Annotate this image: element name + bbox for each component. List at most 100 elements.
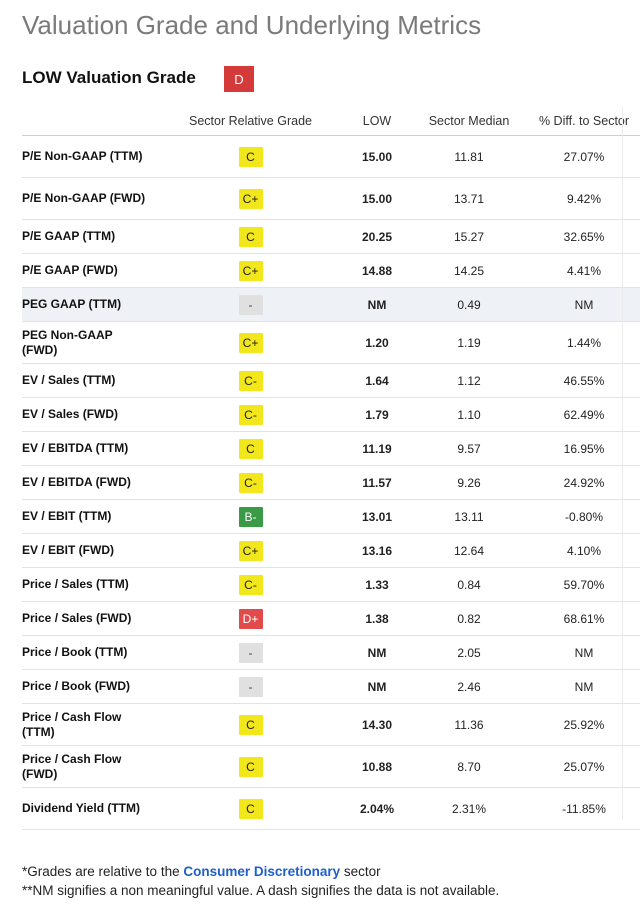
diff-to-sector-value: -0.80% <box>528 499 640 534</box>
diff-to-sector-value: 25.07% <box>528 745 640 788</box>
grade-badge: C+ <box>238 332 263 353</box>
grade-badge: C- <box>238 370 263 391</box>
grade-badge: - <box>238 676 263 697</box>
grade-badge: C <box>238 714 263 735</box>
table-row: Price / Book (TTM) - NM 2.05 NM <box>22 635 640 670</box>
sector-link[interactable]: Consumer Discretionary <box>183 864 341 879</box>
footnote-grades-prefix: *Grades are relative to the <box>22 864 184 879</box>
footnote-grades: *Grades are relative to the Consumer Dis… <box>22 862 499 881</box>
low-value: 15.00 <box>344 135 410 178</box>
diff-to-sector-value: 68.61% <box>528 601 640 636</box>
metric-name: P/E GAAP (FWD) <box>22 253 157 288</box>
grade-badge: - <box>238 294 263 315</box>
grade-cell: C- <box>157 363 344 398</box>
sector-median-value: 11.36 <box>410 703 528 746</box>
diff-to-sector-value: -11.85% <box>528 787 640 830</box>
table-row: EV / EBITDA (TTM) C 11.19 9.57 16.95% <box>22 431 640 466</box>
sector-median-value: 2.05 <box>410 635 528 670</box>
metric-name: P/E Non-GAAP (TTM) <box>22 135 157 178</box>
sector-median-value: 0.84 <box>410 567 528 602</box>
metric-name: Dividend Yield (TTM) <box>22 787 157 830</box>
sector-median-value: 14.25 <box>410 253 528 288</box>
grade-cell: C+ <box>157 253 344 288</box>
metric-name: EV / EBIT (FWD) <box>22 533 157 568</box>
low-value: 20.25 <box>344 219 410 254</box>
footnote-grades-suffix: sector <box>340 864 381 879</box>
diff-to-sector-value: 1.44% <box>528 321 640 364</box>
footnotes: *Grades are relative to the Consumer Dis… <box>22 862 499 900</box>
sector-median-value: 2.31% <box>410 787 528 830</box>
grade-cell: C- <box>157 465 344 500</box>
metric-name: EV / EBITDA (TTM) <box>22 431 157 466</box>
table-row: EV / Sales (TTM) C- 1.64 1.12 46.55% <box>22 363 640 398</box>
grade-badge: C+ <box>238 540 263 561</box>
low-value: NM <box>344 669 410 704</box>
grade-cell: C <box>157 703 344 746</box>
diff-to-sector-value: 24.92% <box>528 465 640 500</box>
sector-median-value: 0.49 <box>410 287 528 322</box>
diff-to-sector-value: 4.10% <box>528 533 640 568</box>
sector-median-value: 15.27 <box>410 219 528 254</box>
low-value: 11.19 <box>344 431 410 466</box>
metric-name: EV / EBITDA (FWD) <box>22 465 157 500</box>
metric-name: PEG Non-GAAP (FWD) <box>22 321 157 364</box>
grade-badge: D+ <box>238 608 263 629</box>
grade-badge: C+ <box>238 188 263 209</box>
table-row: EV / EBIT (FWD) C+ 13.16 12.64 4.10% <box>22 533 640 568</box>
table-header-row: Sector Relative Grade LOW Sector Median … <box>22 107 640 136</box>
low-value: 1.64 <box>344 363 410 398</box>
grade-badge: C <box>238 438 263 459</box>
low-value: 11.57 <box>344 465 410 500</box>
grade-cell: C+ <box>157 533 344 568</box>
sector-median-value: 12.64 <box>410 533 528 568</box>
grade-cell: C <box>157 787 344 830</box>
grade-badge: C- <box>238 472 263 493</box>
diff-to-sector-value: 4.41% <box>528 253 640 288</box>
grade-cell: C- <box>157 567 344 602</box>
header-sector-median: Sector Median <box>410 107 528 136</box>
metric-name: Price / Sales (FWD) <box>22 601 157 636</box>
valuation-grade-label: LOW Valuation Grade <box>22 68 196 87</box>
table-row: PEG GAAP (TTM) - NM 0.49 NM <box>22 287 640 322</box>
grade-cell: C- <box>157 397 344 432</box>
sector-median-value: 8.70 <box>410 745 528 788</box>
grade-cell: D+ <box>157 601 344 636</box>
low-value: 15.00 <box>344 177 410 220</box>
low-value: 13.01 <box>344 499 410 534</box>
diff-to-sector-value: 27.07% <box>528 135 640 178</box>
diff-to-sector-value: NM <box>528 635 640 670</box>
sector-median-value: 2.46 <box>410 669 528 704</box>
grade-badge: B- <box>238 506 263 527</box>
table-row: EV / EBIT (TTM) B- 13.01 13.11 -0.80% <box>22 499 640 534</box>
metric-name: P/E GAAP (TTM) <box>22 219 157 254</box>
grade-cell: C <box>157 135 344 178</box>
metric-name: Price / Sales (TTM) <box>22 567 157 602</box>
low-value: 1.38 <box>344 601 410 636</box>
metric-name: Price / Cash Flow (TTM) <box>22 703 157 746</box>
page-title: Valuation Grade and Underlying Metrics <box>22 10 482 40</box>
sector-median-value: 0.82 <box>410 601 528 636</box>
metric-name: EV / EBIT (TTM) <box>22 499 157 534</box>
diff-to-sector-value: NM <box>528 287 640 322</box>
diff-to-sector-value: 62.49% <box>528 397 640 432</box>
valuation-metrics-table: Sector Relative Grade LOW Sector Median … <box>22 107 640 830</box>
header-diff-to-sector: % Diff. to Sector <box>528 107 640 136</box>
valuation-grade-heading: LOW Valuation Grade <box>22 64 196 92</box>
grade-cell: B- <box>157 499 344 534</box>
sector-median-value: 1.10 <box>410 397 528 432</box>
low-value: 13.16 <box>344 533 410 568</box>
low-value: 1.20 <box>344 321 410 364</box>
low-value: 1.79 <box>344 397 410 432</box>
grade-cell: - <box>157 287 344 322</box>
header-metric <box>22 107 157 136</box>
low-value: 14.30 <box>344 703 410 746</box>
grade-cell: - <box>157 635 344 670</box>
low-value: 10.88 <box>344 745 410 788</box>
table-row: EV / Sales (FWD) C- 1.79 1.10 62.49% <box>22 397 640 432</box>
table-row: Price / Sales (TTM) C- 1.33 0.84 59.70% <box>22 567 640 602</box>
sector-median-value: 13.71 <box>410 177 528 220</box>
grade-badge: C+ <box>238 260 263 281</box>
metric-name: Price / Book (FWD) <box>22 669 157 704</box>
table-row: PEG Non-GAAP (FWD) C+ 1.20 1.19 1.44% <box>22 321 640 364</box>
diff-to-sector-value: 16.95% <box>528 431 640 466</box>
